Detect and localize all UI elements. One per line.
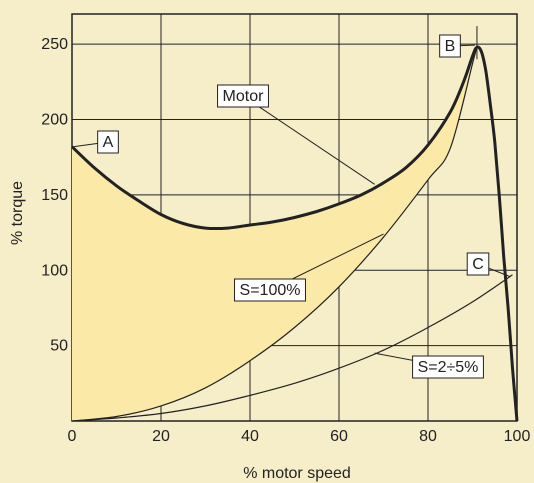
x-tick-label: 60 [330, 428, 348, 445]
series-line-s-2-5 [71, 274, 513, 422]
point-label-c-text: C [472, 256, 484, 273]
y-tick-label: 250 [41, 36, 68, 53]
annotations: A B C Motor S=100% S=2÷5% [73, 26, 511, 379]
series-label-motor-leader [242, 95, 375, 185]
y-tick-label: 100 [41, 262, 68, 279]
y-tick-label: 150 [41, 187, 68, 204]
series-label-s-2-5: S=2÷5% [374, 352, 484, 379]
x-tick-label: 100 [504, 428, 531, 445]
series-label-s-2-5-box [412, 355, 484, 379]
series-label-s-100-text: S=100% [240, 282, 301, 299]
tick-labels: 0 20 40 60 80 100 50 100 150 200 250 [41, 36, 530, 445]
point-label-b-box [439, 34, 461, 58]
x-tick-label: 40 [241, 428, 259, 445]
series-label-motor-box [217, 84, 269, 108]
series-line-motor [70, 45, 519, 422]
point-label-c-box [466, 252, 490, 276]
point-label-a-box [97, 130, 119, 154]
series-line-s-100 [71, 47, 478, 422]
series-label-s-100-box [234, 278, 306, 302]
series-label-motor: Motor [217, 84, 375, 185]
point-label-b: B [439, 34, 475, 58]
torque-surplus-area [72, 47, 477, 421]
x-tick-label: 80 [419, 428, 437, 445]
curves [70, 45, 519, 422]
x-axis-label: % motor speed [243, 465, 351, 482]
y-tick-label: 50 [50, 338, 68, 355]
x-tick-label: 0 [68, 428, 77, 445]
point-label-a-text: A [103, 134, 114, 151]
point-label-c: C [466, 252, 511, 278]
series-label-motor-text: Motor [223, 88, 265, 105]
y-axis-label: % torque [9, 181, 26, 245]
point-label-a: A [73, 130, 119, 154]
series-label-s-100: S=100% [234, 233, 384, 302]
y-tick-label: 200 [41, 112, 68, 129]
x-tick-label: 20 [152, 428, 170, 445]
point-label-b-text: B [445, 38, 456, 55]
series-label-s-2-5-text: S=2÷5% [418, 359, 479, 376]
